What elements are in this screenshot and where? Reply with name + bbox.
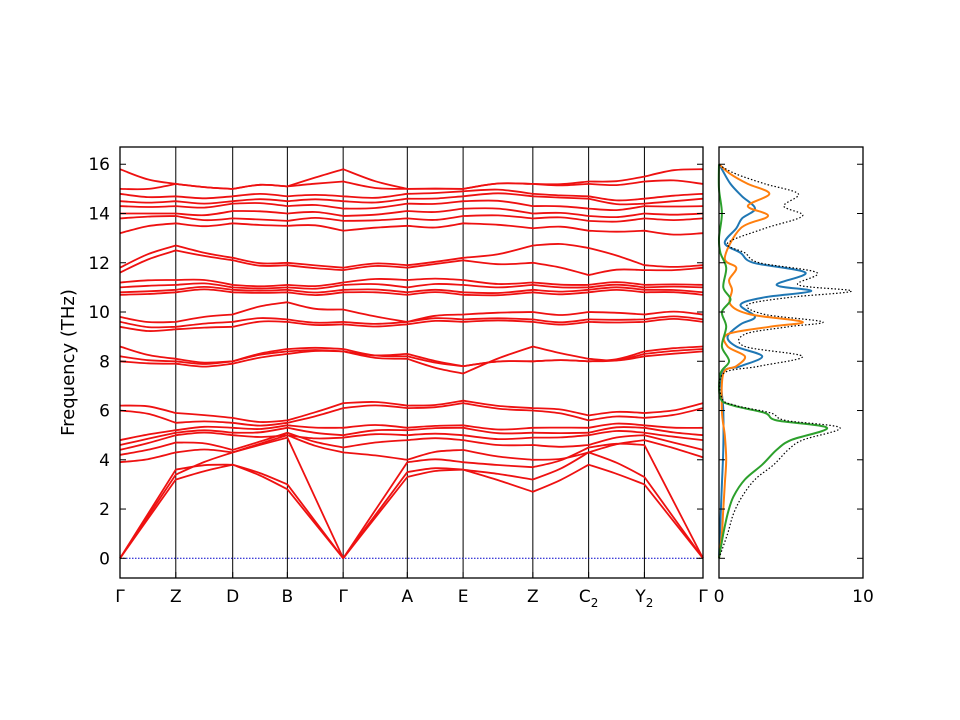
y-tick-label: 16 <box>88 155 110 175</box>
dos-y-axis-ticks <box>719 163 863 559</box>
y-tick-label: 12 <box>88 254 110 274</box>
x-tick-label: Γ <box>115 587 125 607</box>
x-tick-subscript: 2 <box>646 596 654 610</box>
band-structure-panel: 0 2 4 6 8 10 12 14 16 Γ Z D B Γ A E Z C2 Y2 Γ Frequency (T… <box>58 146 708 610</box>
y-tick-label: 14 <box>88 204 110 224</box>
x-tick-label: B <box>282 587 294 607</box>
phonon-band <box>119 315 704 329</box>
x-tick-label: Z <box>527 587 539 607</box>
phonon-band <box>119 214 704 223</box>
phonon-band <box>119 317 704 332</box>
phonon-band <box>119 426 704 446</box>
x-tick-label: Y2 <box>634 587 653 610</box>
dos-curves <box>717 163 853 559</box>
y-tick-label: 0 <box>99 549 110 569</box>
dos-curve <box>718 163 804 559</box>
phonon-band <box>119 222 704 236</box>
y-tick-label: 8 <box>99 352 110 372</box>
x-tick-label: D <box>226 587 239 607</box>
dos-panel: 0 10 <box>714 146 874 607</box>
phonon-band <box>119 288 704 297</box>
phonon-band <box>119 345 704 368</box>
dos-x-tick-label: 10 <box>852 587 874 607</box>
x-tick-label: A <box>401 587 413 607</box>
dos-plot-frame <box>718 146 864 579</box>
dos-curve <box>718 163 853 559</box>
band-plot-frame <box>119 146 704 579</box>
band-y-axis-ticks: 0 2 4 6 8 10 12 14 16 <box>88 155 703 569</box>
x-tick-label: E <box>458 587 469 607</box>
phonon-band <box>119 402 704 427</box>
phonon-band <box>119 282 704 290</box>
phonon-band <box>119 285 704 294</box>
phonon-band <box>119 430 704 451</box>
dos-curve <box>717 164 829 559</box>
phonon-band <box>119 243 704 269</box>
phonon-bands <box>119 168 704 559</box>
y-tick-label: 4 <box>99 451 110 471</box>
phonon-band <box>119 451 704 559</box>
phonon-band <box>119 422 704 441</box>
phonon-band <box>119 188 704 202</box>
dos-x-axis-ticks: 0 10 <box>714 147 874 607</box>
phonon-band <box>119 199 704 212</box>
x-tick-label: C2 <box>579 587 599 610</box>
phonon-band <box>119 436 704 559</box>
y-tick-label: 2 <box>99 500 110 520</box>
phonon-band <box>119 434 704 464</box>
phonon-band <box>119 399 704 423</box>
phonon-band <box>119 192 704 206</box>
y-tick-label: 10 <box>88 303 110 323</box>
dos-x-tick-label: 0 <box>714 587 725 607</box>
phonon-band <box>119 168 704 190</box>
phonon-band <box>119 463 704 559</box>
x-tick-label: Γ <box>698 587 708 607</box>
y-axis-label: Frequency (THz) <box>58 289 79 436</box>
phonon-band <box>119 301 704 324</box>
phonon-band <box>119 249 704 276</box>
y-tick-label: 6 <box>99 402 110 422</box>
x-tick-subscript: 2 <box>591 596 599 610</box>
x-tick-label: Z <box>170 587 182 607</box>
phonon-band <box>119 277 704 288</box>
phonon-band <box>119 431 704 456</box>
phonon-band <box>120 207 704 219</box>
x-tick-label: Γ <box>338 587 348 607</box>
